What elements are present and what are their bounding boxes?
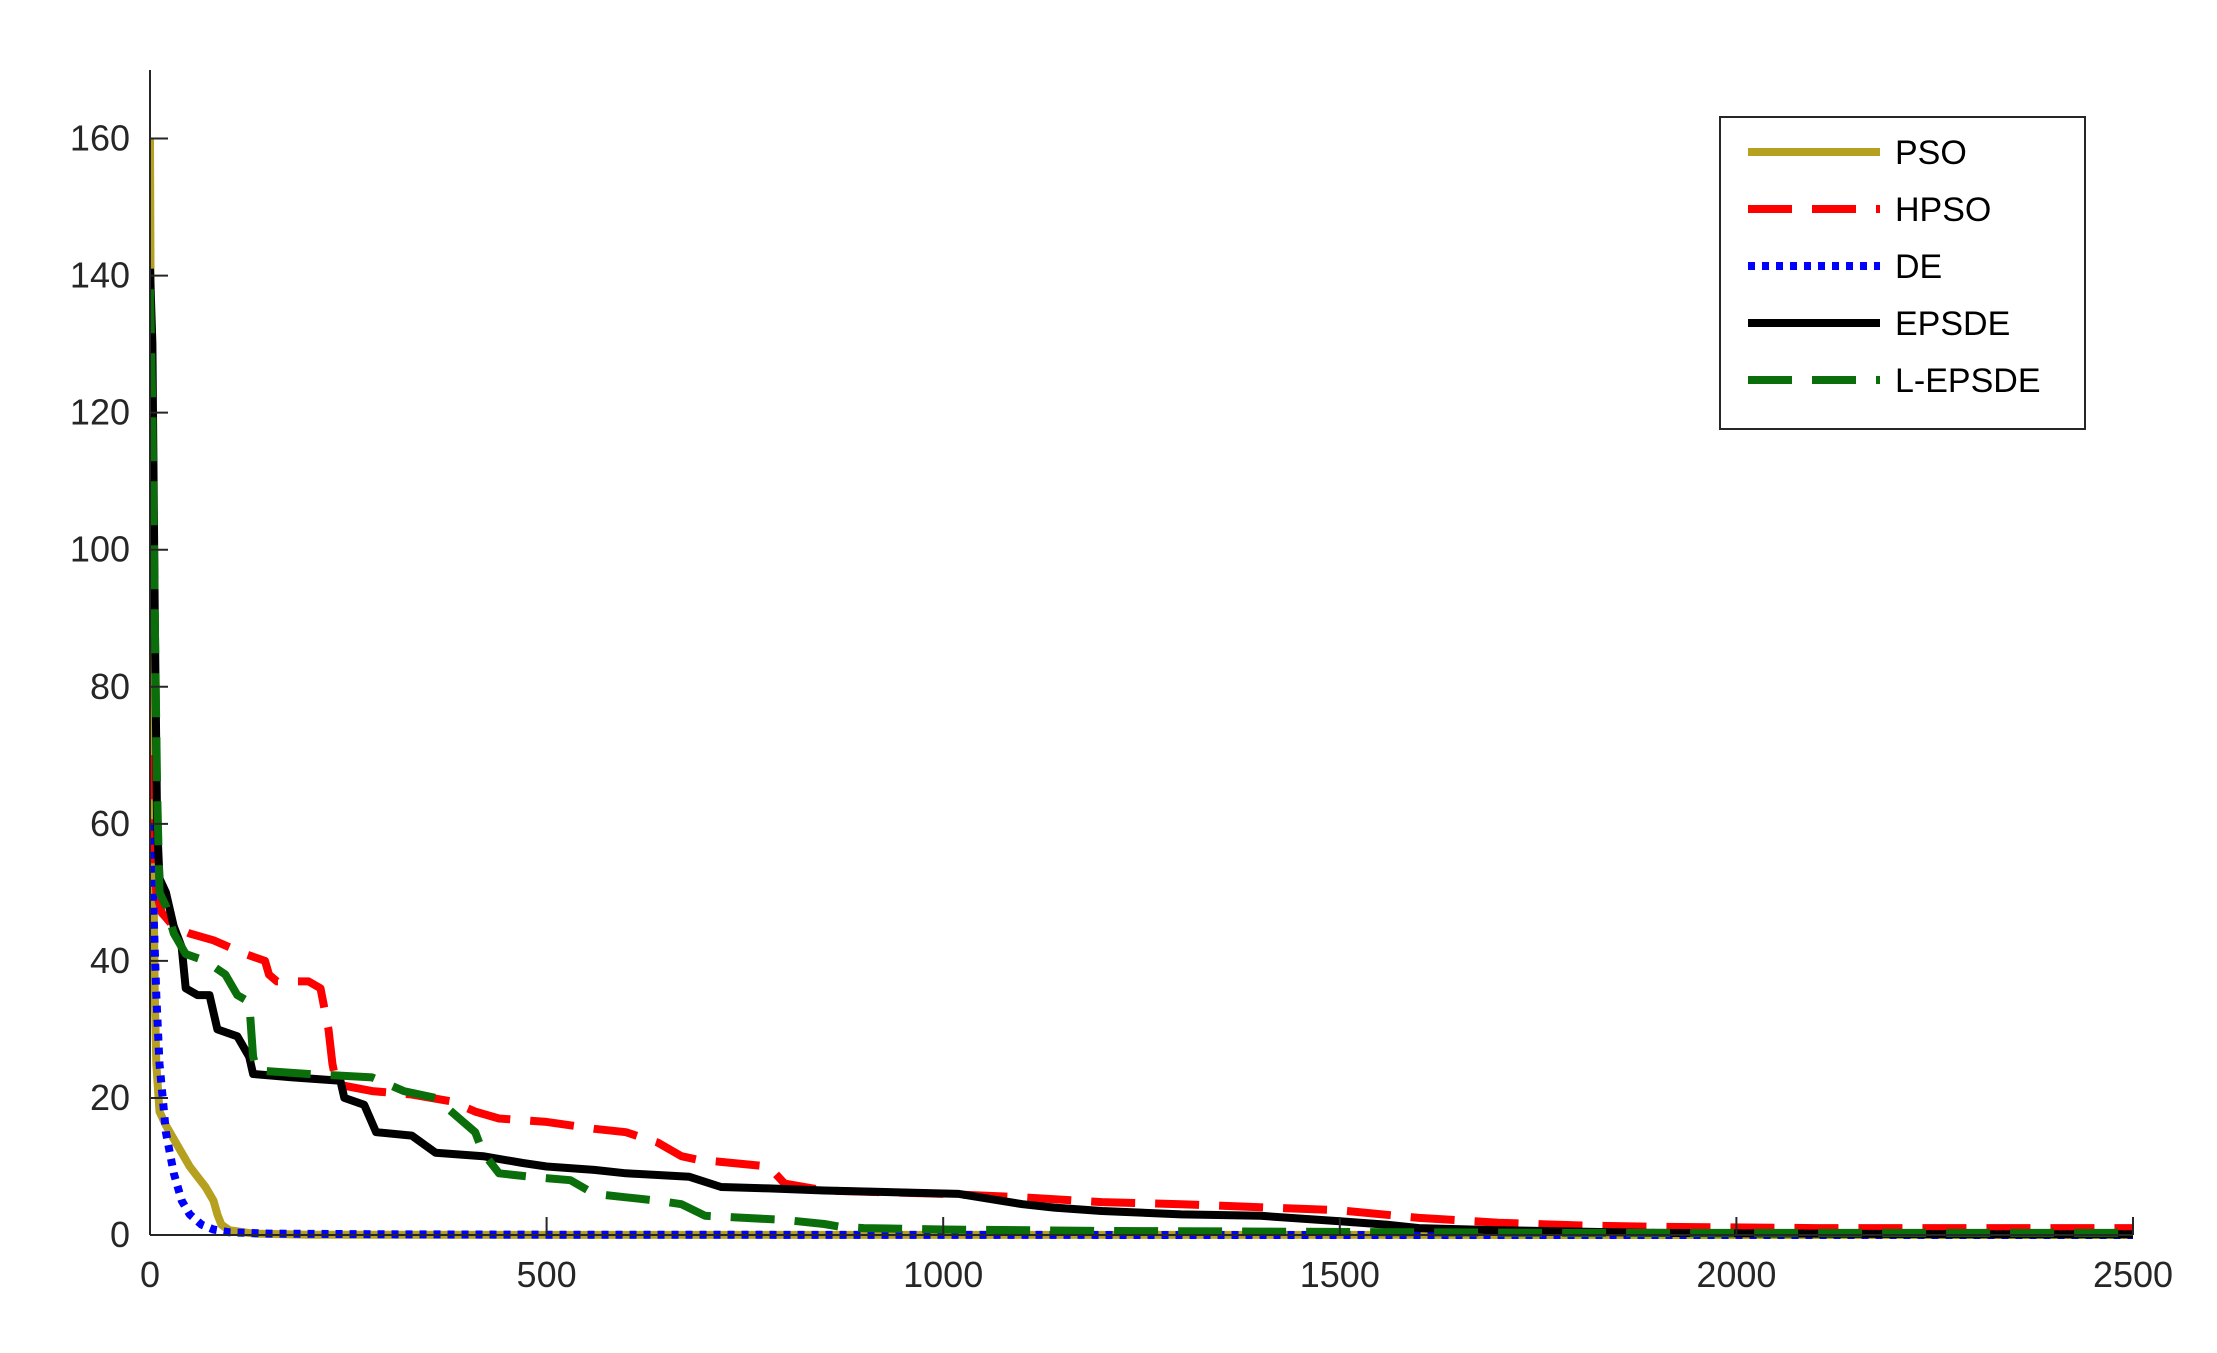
y-tick-label: 40 (90, 940, 130, 981)
x-tick-label: 1000 (903, 1254, 983, 1295)
legend-label-de: DE (1895, 248, 1942, 286)
series-line-hpso (150, 755, 2133, 1233)
x-tick-label: 1500 (1300, 1254, 1380, 1295)
axes (149, 70, 2133, 1236)
y-tick-label: 20 (90, 1077, 130, 1118)
x-tick-label: 500 (517, 1254, 577, 1295)
y-tick-label: 140 (70, 255, 130, 296)
legend-label-hpso: HPSO (1895, 191, 1991, 229)
series-line-l-epsde (150, 289, 2133, 1237)
y-tick-label: 0 (110, 1214, 130, 1255)
y-tick-label: 60 (90, 803, 130, 844)
y-ticks: 0 20 40 60 80 100 120 140 160 (70, 118, 168, 1255)
x-ticks: 0 500 1000 1500 2000 2500 (140, 1217, 2173, 1295)
legend-label-l-epsde: L-EPSDE (1895, 362, 2041, 400)
series-line-epsde (150, 268, 2133, 1239)
series-line-de (150, 823, 2133, 1239)
x-tick-label: 2500 (2093, 1254, 2173, 1295)
legend-label-pso: PSO (1895, 134, 1967, 172)
legend-label-epsde: EPSDE (1895, 305, 2010, 343)
x-tick-label: 2000 (1696, 1254, 1776, 1295)
x-tick-label: 0 (140, 1254, 160, 1295)
y-tick-label: 80 (90, 666, 130, 707)
legend: PSO HPSO DE EPSDE L-EPSDE (1719, 116, 2086, 430)
y-tick-label: 120 (70, 392, 130, 433)
y-tick-label: 160 (70, 118, 130, 159)
y-tick-label: 100 (70, 529, 130, 570)
